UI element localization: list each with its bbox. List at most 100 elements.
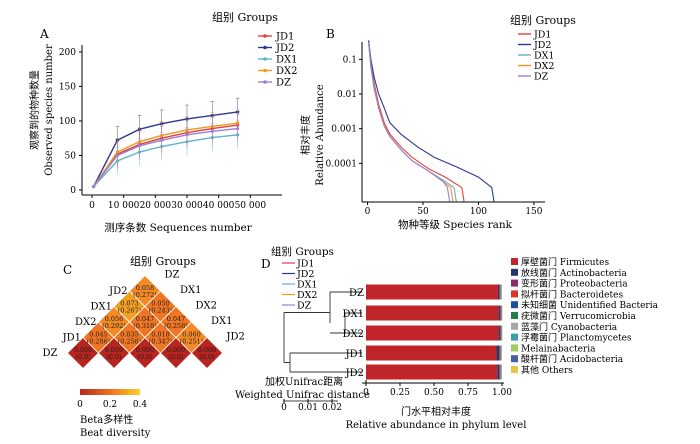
panel-a-legend-marker bbox=[263, 45, 267, 50]
panel-d-bar-segment bbox=[499, 305, 501, 321]
panel-c-scale-title-en: Beat diversity bbox=[80, 428, 151, 439]
panel-b-xlabel: 物种等级 Species rank bbox=[398, 218, 513, 231]
panel-c-letter: C bbox=[63, 263, 72, 277]
panel-b-x-tick-label: 50 bbox=[417, 207, 429, 217]
panel-a-ylabel-en: Observed species number bbox=[44, 44, 55, 176]
panel-b-series-dx1 bbox=[368, 42, 457, 202]
panel-c-cell-value: 0.000 bbox=[198, 346, 217, 354]
panel-c-row-label: DZ bbox=[43, 348, 58, 359]
panel-a-point bbox=[236, 126, 240, 131]
panel-a-x-tick-label: 50 000 bbox=[235, 201, 267, 211]
panel-c-cell-value: 0.045 bbox=[89, 331, 108, 339]
panel-c-cell-value: 0.000 bbox=[74, 346, 93, 354]
panel-d-xlabel-en: Relative abundance in phylum level bbox=[346, 420, 527, 431]
panel-c-cell-subvalue: (0.272) bbox=[133, 291, 157, 299]
panel-c-colorscale: 0 0.2 0.4 bbox=[77, 389, 147, 410]
panel-c-col-label: DX1 bbox=[211, 316, 233, 327]
panel-c-col-label: DZ bbox=[165, 270, 180, 281]
panel-d-x-tick-label: 0 bbox=[363, 388, 369, 398]
panel-a-legend-marker bbox=[263, 34, 267, 38]
panel-d-x-tick-label: 1.00 bbox=[492, 388, 512, 398]
panel-a-x-tick-label: 40 000 bbox=[203, 201, 235, 211]
panel-d-bar-segment bbox=[366, 345, 497, 361]
panel-a-letter: A bbox=[39, 27, 49, 41]
panel-c-row-label: JD2 bbox=[108, 286, 127, 297]
panel-d-legend-label: JD1 bbox=[296, 259, 314, 270]
panel-b-series-dx2 bbox=[368, 42, 454, 202]
panel-c-scale-tick: 0.2 bbox=[103, 400, 117, 410]
panel-b-legend-label: DX1 bbox=[534, 51, 554, 62]
panel-d-bar-segment bbox=[498, 305, 500, 321]
panel-a-point bbox=[115, 153, 119, 158]
panel-c-col-label: DX1 bbox=[180, 285, 202, 296]
panel-d-phylum-label: 酸杆菌门 Acidobacteria bbox=[521, 353, 624, 365]
panel-d-phylum-swatch bbox=[511, 258, 518, 265]
panel-d-phylum-swatch bbox=[511, 312, 518, 319]
panel-d-bar-segment bbox=[498, 325, 500, 341]
panel-d-dendro-scale-label: 0.01 bbox=[298, 403, 318, 413]
panel-a-series-dx1 bbox=[93, 134, 238, 188]
panel-d-phylum-label: 疣微菌门 Verrucomicrobia bbox=[521, 310, 637, 322]
panel-b-legend-label: JD2 bbox=[533, 40, 551, 51]
panel-c-cell-value: 0.018 bbox=[151, 331, 170, 339]
panel-d-dendro-scale-label: 0 bbox=[281, 403, 287, 413]
panel-c-cell-subvalue: (0.286) bbox=[87, 338, 111, 346]
panel-a-y-tick-label: 0 bbox=[70, 186, 76, 196]
panel-c-scale-bar bbox=[80, 389, 140, 395]
panel-b-y-tick-label: 0.0001 bbox=[326, 159, 358, 169]
panel-c-cell-subvalue: (0.0) bbox=[168, 353, 184, 361]
panel-d-x-tick-label: 0.75 bbox=[458, 388, 478, 398]
panel-d-bar-segment bbox=[366, 284, 498, 300]
panel-c-cell-value: 0.050 bbox=[151, 300, 170, 308]
panel-d-x-tick-label: 0.25 bbox=[390, 388, 410, 398]
panel-a-series-jd2 bbox=[92, 111, 238, 187]
panel-d-xlabel-cn: 门水平相对丰度 bbox=[401, 405, 471, 418]
panel-d-bar-segment bbox=[496, 345, 500, 361]
panel-a-y-tick-label: 50 bbox=[65, 151, 77, 161]
panel-a-legend-marker bbox=[263, 57, 267, 61]
panel-a-legend-label: JD1 bbox=[275, 32, 294, 43]
panel-b-y-tick-label: 0.1 bbox=[343, 55, 357, 65]
panel-d-phylum-label: 厚壁菌门 Firmicutes bbox=[521, 256, 609, 268]
panel-d-phylum-swatch bbox=[511, 333, 518, 341]
panel-b-legend-label: DZ bbox=[534, 72, 549, 83]
panel-c-cell-value: 0.000 bbox=[167, 346, 186, 354]
panel-d-bar-segment bbox=[366, 325, 499, 341]
panel-c-cell-subvalue: (0.0) bbox=[137, 353, 153, 361]
panel-c-cell-subvalue: (0.251) bbox=[180, 338, 204, 346]
panel-d-bar-segment bbox=[499, 364, 500, 380]
panel-b-series-dz bbox=[368, 42, 451, 202]
panel-d-phylum-swatch bbox=[511, 322, 518, 330]
panel-c-heatmap: 0.000(0.0)0.045(0.286)0.000(0.0)0.056(0.… bbox=[43, 270, 245, 370]
panel-c-cell-subvalue: (0.267) bbox=[118, 307, 142, 315]
panel-c-scale-title-cn: Beta多样性 bbox=[80, 413, 133, 426]
panel-c-scale-tick: 0 bbox=[77, 400, 83, 410]
panel-a-x-tick-label: 30 000 bbox=[171, 201, 203, 211]
panel-c-col-label: JD2 bbox=[226, 332, 245, 343]
panel-c-cell-subvalue: (0.347) bbox=[149, 338, 173, 346]
panel-b-x-tick-label: 100 bbox=[470, 207, 487, 217]
panel-c-cell-value: 0.035 bbox=[120, 331, 139, 339]
panel-c-row-label: DX2 bbox=[75, 317, 97, 328]
panel-b-y-tick-label: 0.001 bbox=[331, 125, 357, 135]
panel-d-bar-segment bbox=[499, 284, 500, 300]
panel-d-phylum-swatch bbox=[511, 268, 518, 276]
panel-d-row-label: DZ bbox=[349, 288, 364, 299]
panel-a-x-tick-label: 20 000 bbox=[140, 201, 172, 211]
panel-d-phylum-swatch bbox=[511, 355, 518, 363]
panel-b-ylabel-cn: 相对丰度 bbox=[299, 115, 312, 155]
panel-c-col-label: DX2 bbox=[196, 301, 218, 312]
panel-c-cell bbox=[190, 336, 224, 370]
panel-d-phylum-swatch bbox=[511, 279, 518, 287]
panel-d-row-label: DX1 bbox=[343, 309, 365, 320]
panel-b-series-jd1 bbox=[368, 40, 465, 202]
panel-c-cell-value: 0.000 bbox=[105, 346, 124, 354]
panel-d-legend-label: DX1 bbox=[297, 280, 317, 291]
panel-a-point bbox=[185, 133, 189, 137]
panel-b-legend-label: JD1 bbox=[533, 30, 551, 41]
